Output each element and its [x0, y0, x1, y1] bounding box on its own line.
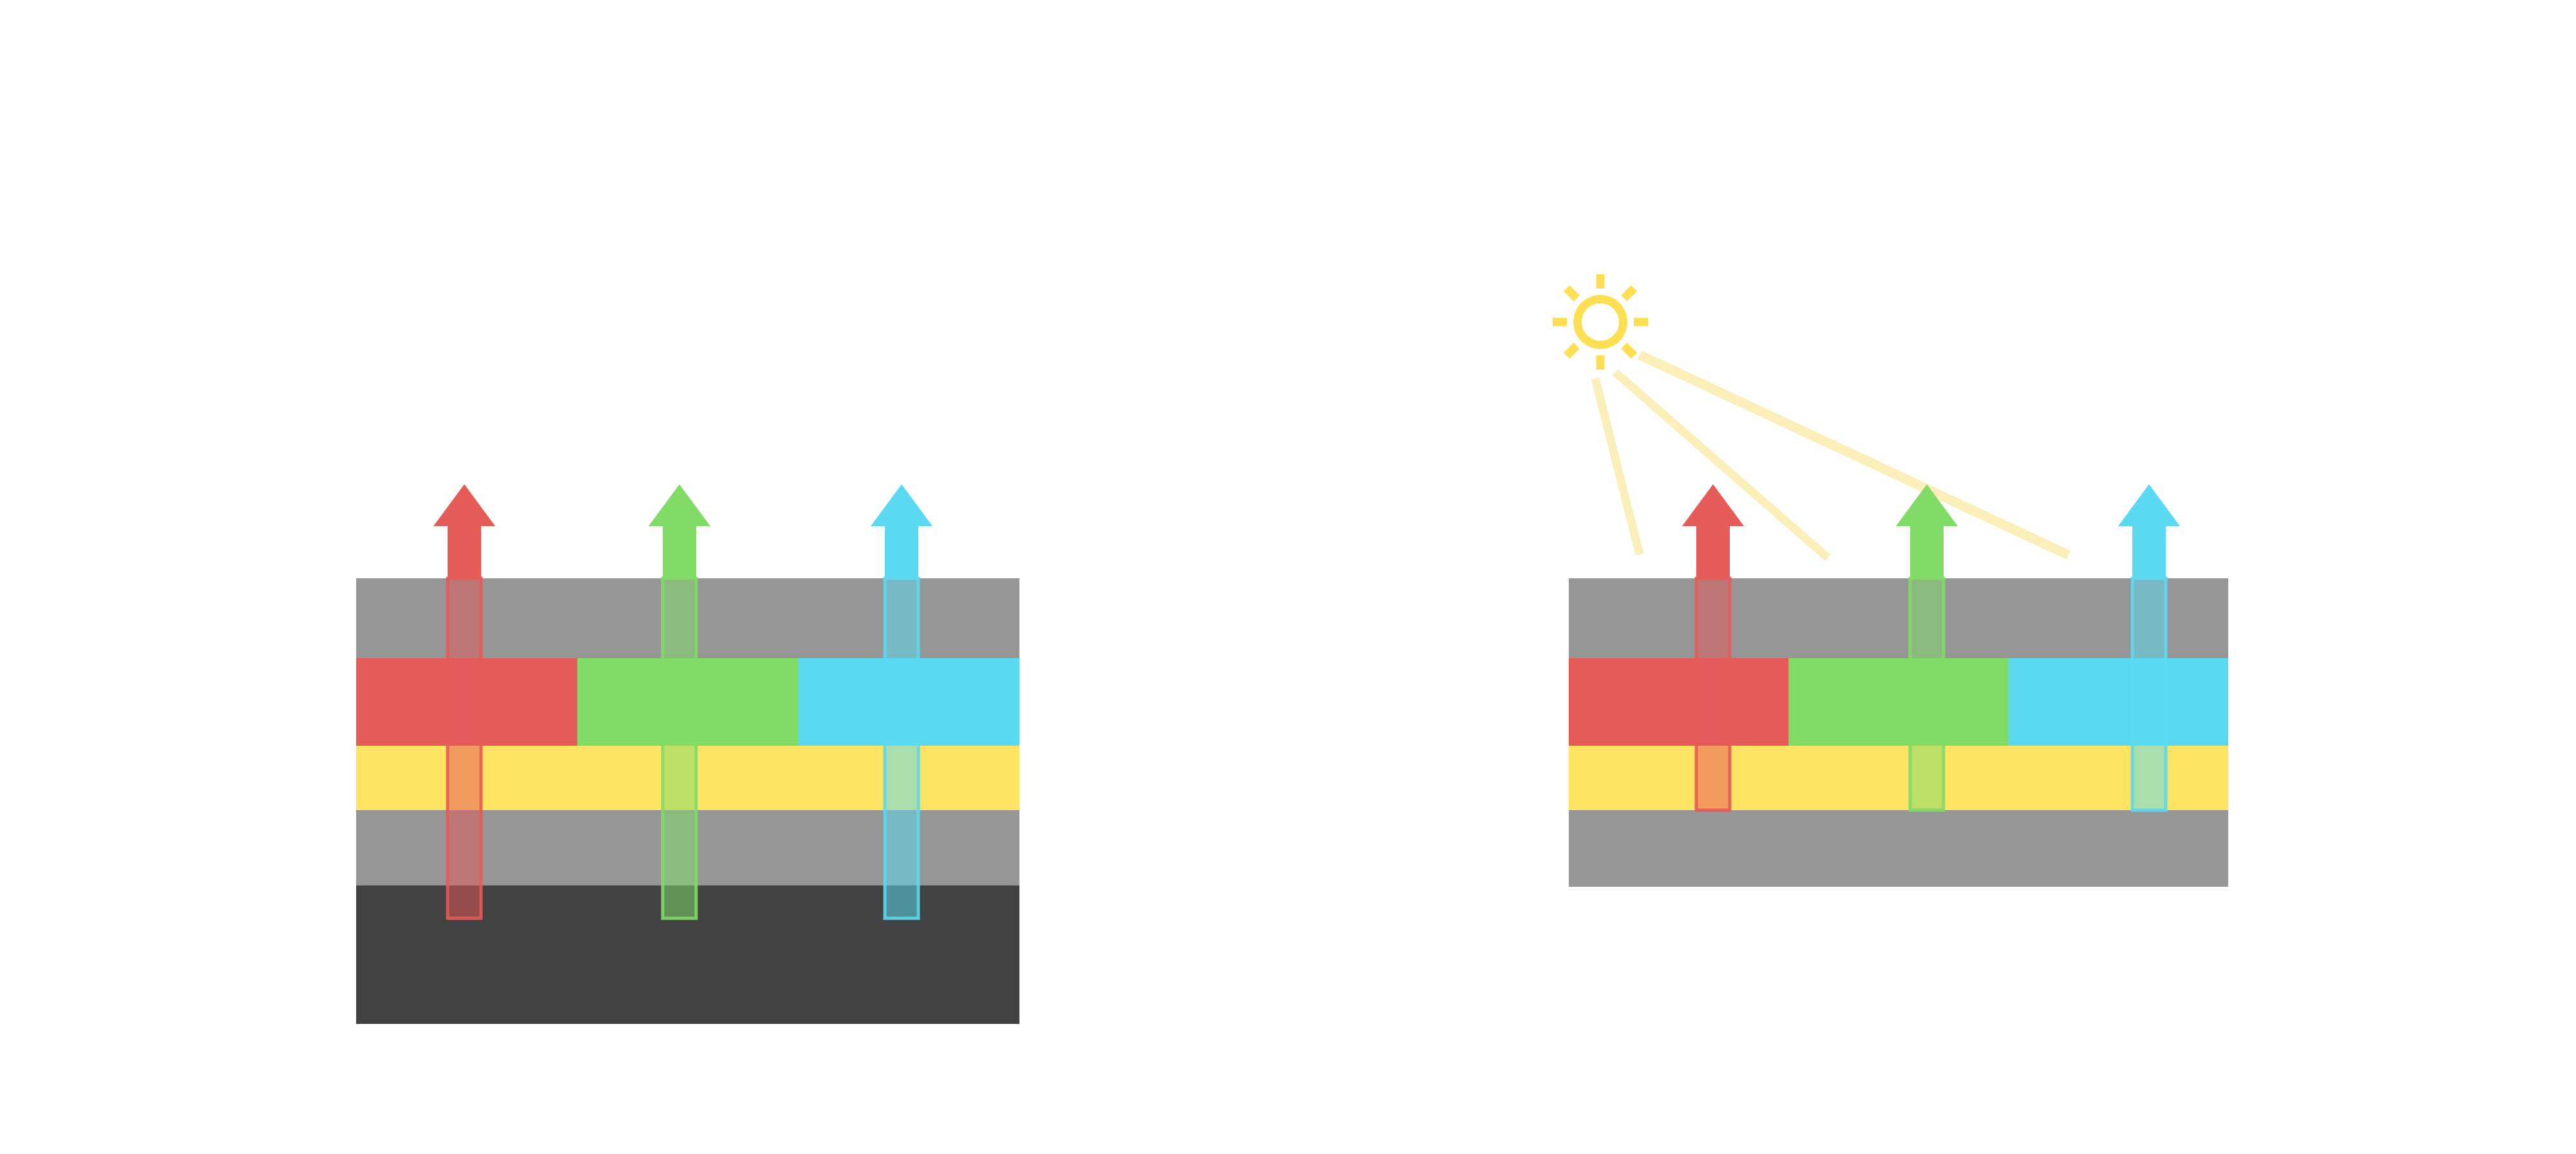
sun-ray-spoke-6	[1564, 343, 1580, 359]
green-emission-arrow-translucent-shaft	[661, 576, 698, 920]
sun-ray-spoke-4	[1621, 343, 1637, 359]
right-stack-red-subpixel	[1569, 658, 1789, 746]
green-emission-arrow-solid-head	[1896, 484, 1958, 578]
right-stack-bottom-gray-layer	[1569, 810, 2228, 887]
right-stack-top-gray-layer	[1569, 578, 2228, 658]
green-emission-arrow-translucent-shaft	[1908, 576, 1946, 812]
light-rays-group	[1591, 350, 2071, 561]
sun-icon	[1553, 274, 1648, 370]
left-stack-green-emission-arrow[interactable]	[649, 484, 710, 920]
left-stack-red-emission-arrow[interactable]	[433, 484, 495, 920]
right-stack-panel	[1569, 578, 2228, 887]
sun-ring	[1573, 295, 1627, 349]
blue-emission-arrow-translucent-shaft	[2130, 576, 2168, 812]
red-emission-arrow-solid-head	[1682, 484, 1744, 578]
red-emission-arrow-translucent-shaft	[446, 576, 483, 920]
blue-emission-arrow-translucent-shaft	[883, 576, 920, 920]
red-emission-arrow-translucent-shaft	[1694, 576, 1732, 812]
sun-group	[1553, 274, 1648, 370]
right-stack-yellow-layer	[1569, 746, 2228, 810]
right-stack-blue-subpixel	[2008, 658, 2228, 746]
right-stack-red-emission-arrow[interactable]	[1682, 484, 1744, 812]
rgb-emitter-layer	[1569, 658, 2228, 746]
panel-group	[356, 578, 2228, 1024]
sun-ray-2	[1612, 369, 1831, 561]
sun-ray-spoke-2	[1621, 285, 1637, 301]
right-stack-green-emission-arrow[interactable]	[1896, 484, 1958, 812]
right-stack-blue-emission-arrow[interactable]	[2118, 484, 2180, 812]
green-emission-arrow-solid-head	[649, 484, 710, 578]
emission-arrows-group	[433, 484, 2180, 920]
blue-emission-arrow-solid-head	[2118, 484, 2180, 578]
blue-emission-arrow-solid-head	[871, 484, 933, 578]
sun-ray-1	[1591, 377, 1644, 556]
right-stack-green-subpixel	[1788, 658, 2009, 746]
sun-ray-spoke-8	[1564, 285, 1580, 301]
sun-ray-3	[1637, 350, 2071, 560]
red-emission-arrow-solid-head	[433, 484, 495, 578]
left-stack-blue-emission-arrow[interactable]	[871, 484, 933, 920]
